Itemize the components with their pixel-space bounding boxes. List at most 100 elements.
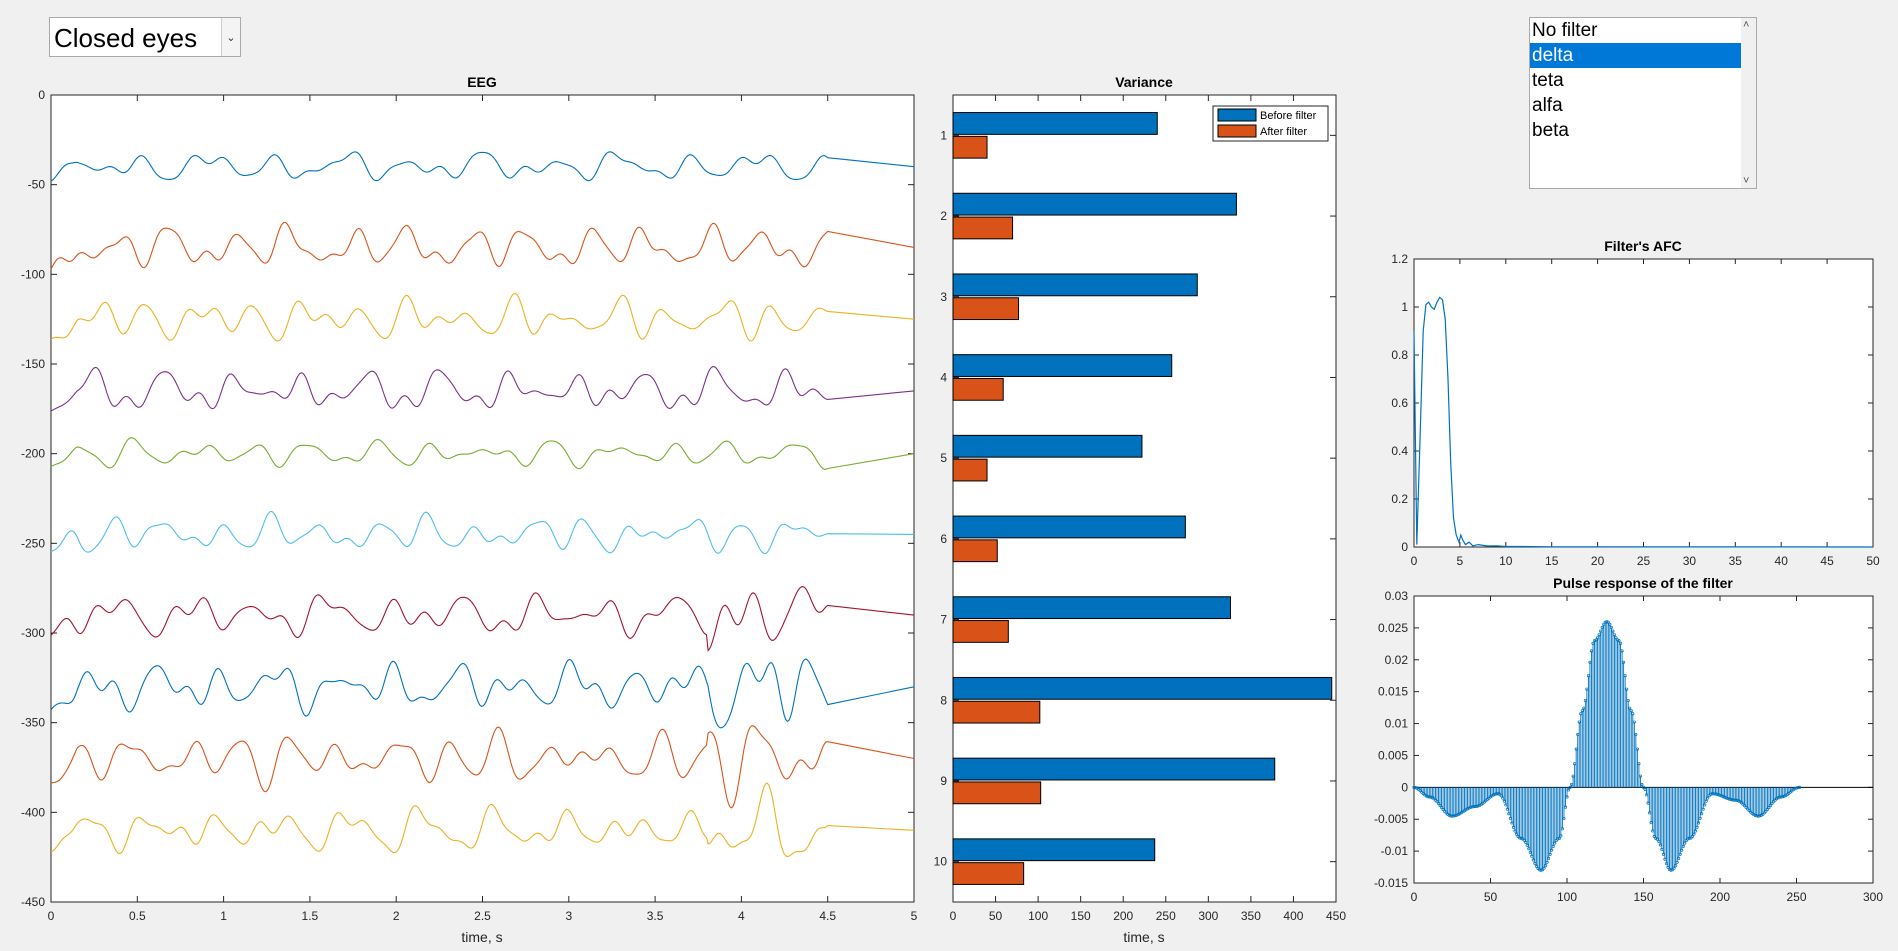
bar-before-filter-10 — [952, 838, 1156, 862]
afc-xtick-label: 50 — [1866, 554, 1880, 568]
var-xtick-label: 50 — [989, 909, 1003, 923]
pr-stem-marker — [1675, 860, 1679, 864]
var-ytick-label: 8 — [940, 693, 947, 707]
pr-stem-marker — [1796, 785, 1800, 790]
pr-stem-marker — [1782, 794, 1786, 798]
eeg-xtick-label: 0 — [48, 909, 55, 923]
pr-stem-marker — [1542, 866, 1546, 870]
listbox-item-no-filter[interactable]: No filter — [1532, 20, 1598, 41]
pr-stem-marker — [1609, 625, 1613, 629]
pr-ytick-label: 0.03 — [1385, 589, 1409, 603]
filter-listbox[interactable]: No filter delta teta alfa beta ˄ ˅ — [1529, 17, 1757, 189]
pr-stem-marker — [1456, 812, 1460, 817]
pr-stem-marker — [1554, 838, 1558, 843]
bar-after-filter-4 — [952, 377, 1004, 401]
scroll-up-icon[interactable]: ˄ — [1743, 19, 1750, 31]
pr-stem-marker — [1450, 814, 1454, 818]
bar-before-filter-6 — [952, 515, 1186, 539]
pr-stem-marker — [1767, 805, 1771, 810]
listbox-scrollbar[interactable]: ˄ ˅ — [1741, 18, 1756, 188]
signal-condition-dropdown[interactable]: Closed eyes ⌄ — [49, 17, 241, 57]
eeg-ytick-label: -350 — [21, 716, 45, 730]
pr-stem-marker — [1631, 712, 1635, 716]
bar-before-filter-2 — [952, 192, 1237, 216]
pr-stem-marker — [1566, 788, 1571, 792]
pr-stem-marker — [1612, 633, 1616, 637]
eeg-chart[interactable]: 0 0.5 1 1.5 2 2.5 3 3.5 4 4.5 5 0 -50 -100 -150 -200 -25… — [21, 74, 918, 945]
legend-label-before: Before filter — [1260, 110, 1317, 122]
eeg-channel-3-line — [50, 292, 915, 342]
afc-xtick-label: 0 — [1411, 554, 1418, 568]
bar-before-filter-1 — [952, 112, 1158, 135]
pr-ytick-label: -0.005 — [1374, 812, 1408, 826]
eeg-ytick-label: -250 — [21, 536, 45, 550]
pr-stem-marker — [1544, 864, 1548, 868]
legend-swatch-before — [1217, 108, 1257, 122]
pr-stem-marker — [1455, 813, 1459, 817]
pr-ytick-label: 0.025 — [1378, 621, 1408, 635]
pr-stem-marker — [1548, 852, 1552, 856]
pr-stem-marker — [1473, 804, 1477, 809]
pr-stem-marker — [1678, 852, 1682, 856]
variance-chart[interactable]: 0 50 100 150 200 250 300 350 400 450 1 2 3 4 5 6 7 8 9 10 V… — [934, 74, 1347, 945]
pr-stem-marker — [1681, 844, 1685, 848]
pr-stem-marker — [1781, 795, 1785, 799]
var-xtick-label: 400 — [1283, 909, 1303, 923]
eeg-channel-8-line — [50, 658, 915, 729]
bar-after-filter-10 — [952, 862, 1025, 885]
pr-stem-marker — [1672, 866, 1676, 870]
eeg-ytick-label: -100 — [21, 267, 45, 281]
pr-stem-marker — [1634, 732, 1638, 736]
pr-stem-marker — [1452, 814, 1456, 818]
pr-stem-marker — [1557, 836, 1561, 840]
eeg-channel-6-line — [50, 510, 915, 555]
listbox-item-teta[interactable]: teta — [1532, 70, 1564, 91]
pr-stem-marker — [1470, 805, 1474, 809]
pr-stem-marker — [1472, 805, 1476, 809]
pr-stem-marker — [1495, 792, 1499, 796]
pr-stem-marker — [1756, 814, 1760, 818]
eeg-xtick-label: 1 — [220, 909, 227, 923]
listbox-item-delta[interactable]: delta — [1530, 43, 1741, 68]
pr-stem-marker — [1762, 811, 1766, 815]
pr-stem-marker — [1683, 841, 1687, 845]
eeg-channel-9-line — [50, 725, 915, 809]
afc-chart[interactable]: 0 5 10 15 20 25 30 35 40 45 50 0 0.2 0.4 0.6 0.8 1 1.2 Fi… — [1391, 238, 1880, 568]
pr-stem-marker — [1619, 641, 1623, 645]
bar-before-filter-5 — [952, 434, 1143, 458]
dropdown-value: Closed eyes — [54, 23, 198, 53]
pr-stem-marker — [1550, 848, 1554, 852]
eeg-ytick-label: -450 — [21, 895, 45, 909]
pr-stem-marker — [1562, 816, 1566, 821]
chevron-down-icon[interactable]: ⌄ — [221, 18, 240, 56]
bar-after-filter-7 — [952, 620, 1009, 643]
afc-ytick-label: 0 — [1401, 540, 1408, 554]
afc-ytick-label: 1 — [1401, 300, 1408, 314]
scroll-down-icon[interactable]: ˅ — [1743, 175, 1750, 187]
bar-after-filter-1 — [952, 135, 988, 159]
listbox-item-beta[interactable]: beta — [1532, 120, 1569, 141]
var-ytick-label: 1 — [940, 128, 947, 142]
listbox-item-alfa[interactable]: alfa — [1532, 95, 1563, 116]
afc-xtick-label: 20 — [1591, 554, 1605, 568]
var-ytick-label: 6 — [940, 532, 947, 546]
eeg-xtick-label: 4 — [738, 909, 745, 923]
pr-stem-marker — [1560, 827, 1564, 831]
pr-stem-marker — [1693, 829, 1698, 833]
afc-title: Filter's AFC — [1604, 238, 1682, 254]
pr-stem-marker — [1778, 795, 1782, 799]
eeg-plot-area — [50, 94, 915, 903]
eeg-xlabel: time, s — [461, 929, 502, 945]
pr-stem-marker — [1606, 620, 1610, 624]
afc-xtick-label: 15 — [1545, 554, 1559, 568]
eeg-ytick-label: -300 — [21, 626, 45, 640]
pulse-response-chart[interactable]: 0 50 100 150 200 250 300 0.03 0.025 0.02 0.015 0.01… — [1374, 575, 1883, 904]
eeg-channel-2-line — [50, 221, 915, 270]
pr-stem-marker — [1765, 807, 1769, 811]
eeg-xtick-label: 2 — [393, 909, 400, 923]
bar-before-filter-9 — [952, 757, 1276, 781]
pr-stem-marker — [1559, 834, 1563, 838]
eeg-xtick-label: 3.5 — [647, 909, 664, 923]
var-xtick-label: 300 — [1198, 909, 1218, 923]
pr-ytick-label: 0.005 — [1378, 748, 1408, 762]
